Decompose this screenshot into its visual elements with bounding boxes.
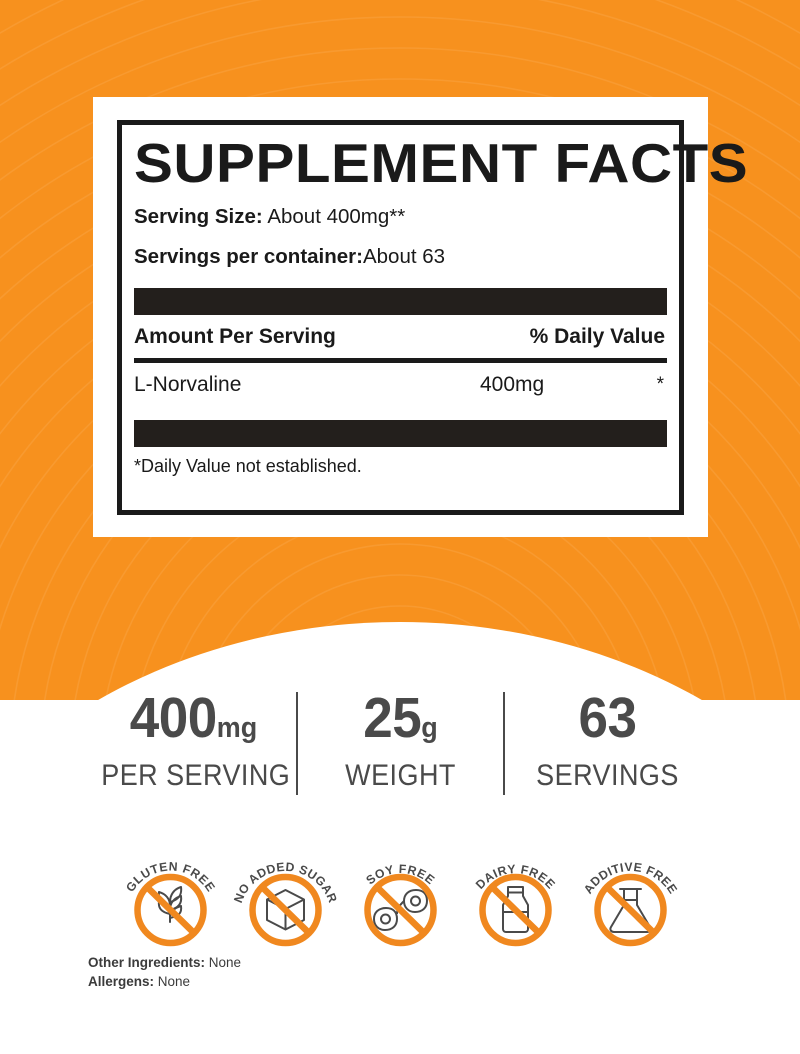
other-ingredients-value: None xyxy=(208,955,242,970)
supplement-facts-frame: SUPPLEMENT FACTS Serving Size: About 400… xyxy=(117,120,748,515)
stat-weight-label: WEIGHT xyxy=(344,759,456,792)
stat-weight: 25g WEIGHT xyxy=(298,688,503,794)
stat-weight-number: 25 xyxy=(362,686,422,750)
servings-per-container-label: Servings per container: xyxy=(134,245,363,268)
supplement-facts-panel: SUPPLEMENT FACTS Serving Size: About 400… xyxy=(93,97,748,537)
ingredient-name: L-Norvaline xyxy=(134,373,242,396)
stat-per-serving-unit: mg xyxy=(216,712,257,744)
badge-gluten-free: GLUTEN FREE xyxy=(113,828,228,948)
serving-size-row: Serving Size: About 400mg** xyxy=(134,202,667,232)
servings-per-container-value: About 63 xyxy=(362,245,446,268)
table-row: L-Norvaline 400mg * xyxy=(134,363,667,407)
stat-servings-label: SERVINGS xyxy=(535,759,679,792)
daily-value-footnote: *Daily Value not established. xyxy=(134,456,362,476)
serving-size-value: About 400mg** xyxy=(267,205,406,228)
other-ingredients-label: Other Ingredients: xyxy=(88,955,206,970)
stat-per-serving-number: 400 xyxy=(129,686,217,750)
stat-weight-unit: g xyxy=(420,712,438,744)
page-title: SUPPLEMENT FACTS xyxy=(134,132,749,194)
column-header-daily-value: % Daily Value xyxy=(529,325,665,348)
table-header-rule xyxy=(134,358,667,363)
stats-strip: 400mg PER SERVING 25g WEIGHT 63 SERVINGS xyxy=(0,688,800,800)
stat-servings-number: 63 xyxy=(577,686,637,750)
badge-no-added-sugar-label: NO ADDED SUGAR xyxy=(231,860,340,905)
stat-per-serving: 400mg PER SERVING xyxy=(91,688,296,794)
table-bottom-bar xyxy=(134,420,667,447)
allergens-value: None xyxy=(157,974,191,989)
soybean-icon xyxy=(372,889,428,931)
stat-servings-value: 63 xyxy=(512,688,703,758)
stat-servings: 63 SERVINGS xyxy=(505,688,710,794)
table-top-bar xyxy=(134,288,667,315)
bottom-notes: Other Ingredients: None Allergens: None xyxy=(88,953,241,991)
stat-divider-1 xyxy=(295,692,298,795)
badge-dairy-free: DAIRY FREE xyxy=(458,828,573,948)
badge-no-added-sugar: NO ADDED SUGAR xyxy=(228,828,343,948)
badge-additive-free: ADDITIVE FREE xyxy=(573,828,688,948)
ingredient-amount: 400mg xyxy=(480,373,545,396)
column-header-amount: Amount Per Serving xyxy=(134,325,336,348)
stat-per-serving-value: 400mg xyxy=(98,688,289,758)
allergens-row: Allergens: None xyxy=(88,972,241,991)
badge-soy-free: SOY FREE xyxy=(343,828,458,948)
servings-per-container-row: Servings per container:About 63 xyxy=(134,242,667,272)
stat-weight-value: 25g xyxy=(305,688,496,758)
other-ingredients-row: Other Ingredients: None xyxy=(88,953,241,972)
serving-size-label: Serving Size: xyxy=(134,205,263,228)
allergens-label: Allergens: xyxy=(88,974,155,989)
certification-badges: GLUTEN FREE xyxy=(0,828,800,948)
stat-per-serving-label: PER SERVING xyxy=(100,759,290,792)
ingredient-daily-value: * xyxy=(656,374,664,395)
svg-text:NO ADDED SUGAR: NO ADDED SUGAR xyxy=(231,860,340,905)
table-header-row: Amount Per Serving % Daily Value xyxy=(134,325,667,349)
stat-divider-2 xyxy=(502,692,505,795)
